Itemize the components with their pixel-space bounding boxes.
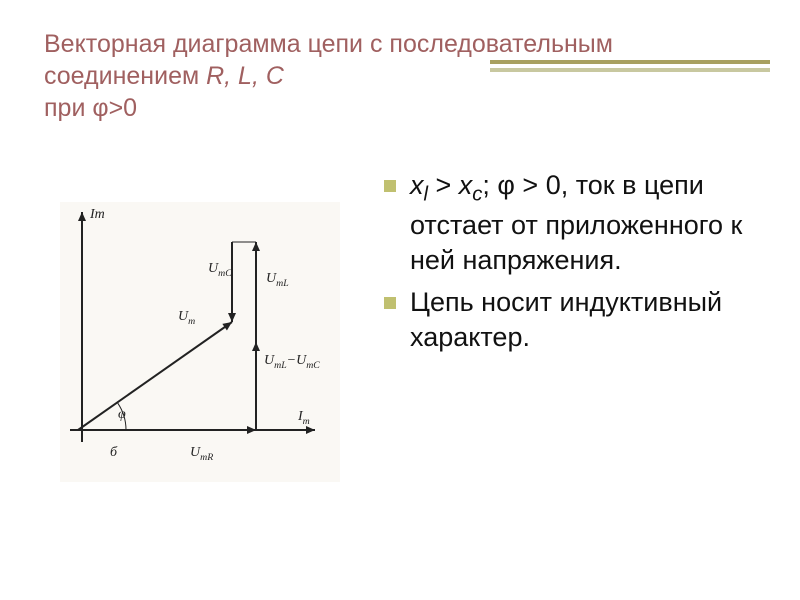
decorative-rules [490, 60, 770, 72]
title-phi: φ>0 [92, 94, 137, 122]
title-line3a: при [44, 94, 92, 122]
svg-text:б: б [110, 445, 118, 460]
svg-text:UmR: UmR [190, 445, 213, 463]
title-line2a: соединением [44, 62, 206, 90]
svg-text:Um: Um [178, 309, 195, 327]
title-line1: Векторная диаграмма цепи с последователь… [44, 30, 613, 58]
svg-text:UmC: UmC [208, 261, 232, 279]
title-rlc: R, L, C [206, 62, 284, 90]
slide-title: Векторная диаграмма цепи с последователь… [44, 28, 760, 124]
svg-text:UmL: UmL [266, 271, 289, 289]
svg-text:Im: Im [297, 409, 310, 427]
bullet-list: xl > xc; φ > 0, ток в цепи отстает от пр… [384, 168, 764, 354]
svg-text:φ: φ [118, 407, 126, 422]
svg-text:UmL−UmC: UmL−UmC [264, 353, 320, 371]
svg-text:Im: Im [89, 207, 105, 222]
bullet-item-1: xl > xc; φ > 0, ток в цепи отстает от пр… [384, 168, 764, 277]
vector-diagram: Im Im UmL UmC UmL−UmC Um UmR φ б [60, 202, 340, 482]
bullet-item-2: Цепь носит индуктивный характер. [384, 285, 764, 354]
rule-bottom [490, 68, 770, 72]
